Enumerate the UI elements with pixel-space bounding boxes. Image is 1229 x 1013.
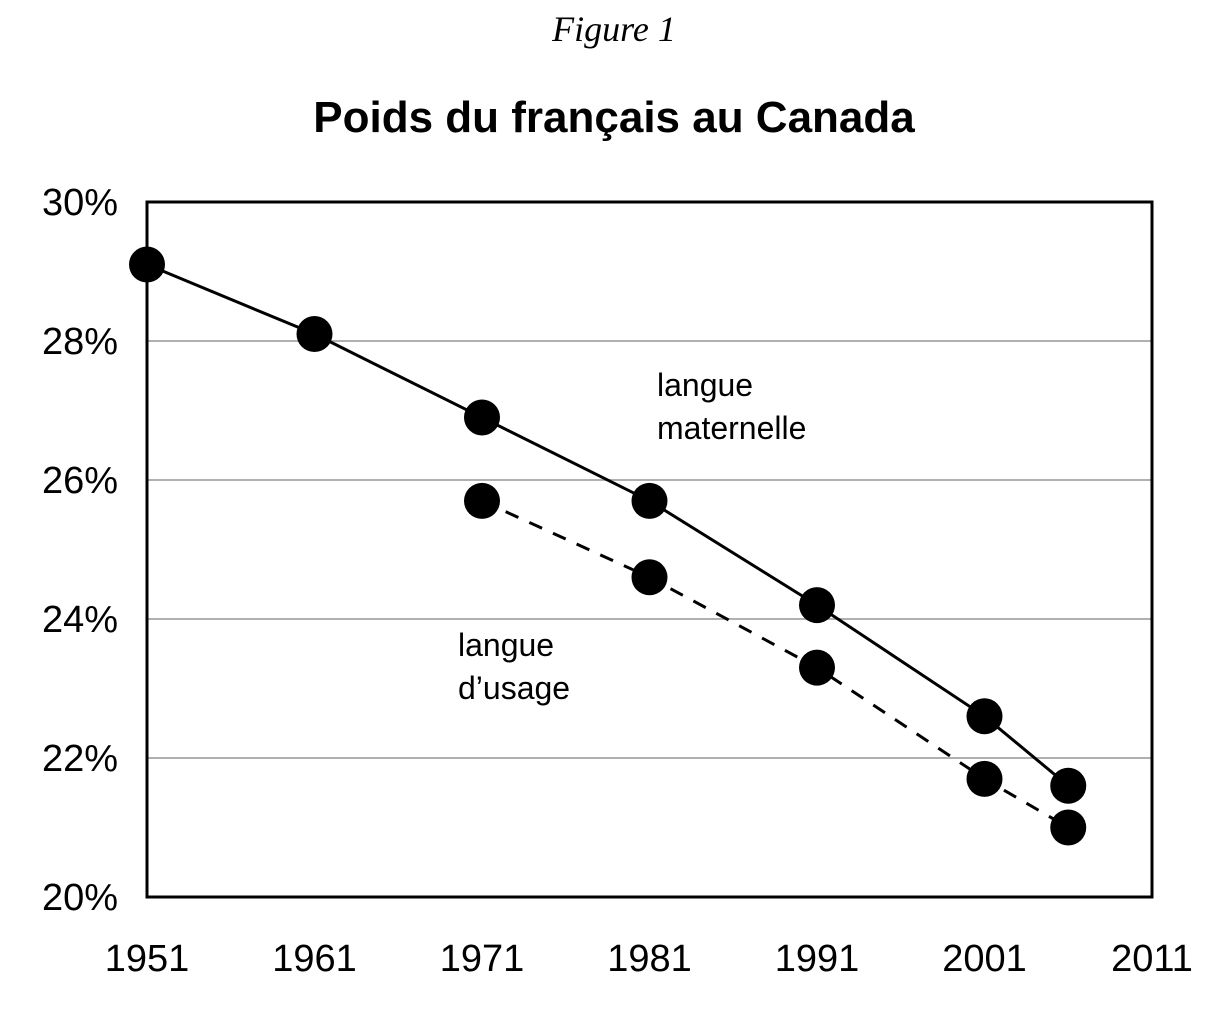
series-line bbox=[146, 263, 1070, 787]
y-tick-label: 26% bbox=[42, 460, 118, 502]
data-point bbox=[966, 760, 1003, 797]
series-label-line: maternelle bbox=[657, 410, 806, 446]
y-tick-label: 28% bbox=[42, 321, 118, 363]
chart-title: Poids du français au Canada bbox=[313, 93, 915, 142]
data-point bbox=[966, 698, 1003, 735]
x-tick-label: 1951 bbox=[105, 938, 190, 980]
x-tick-label: 1981 bbox=[607, 938, 692, 980]
x-tick-label: 1991 bbox=[775, 938, 860, 980]
x-tick-label: 2011 bbox=[1111, 938, 1193, 980]
data-point bbox=[296, 316, 333, 353]
series-label-usage: langue d’usage bbox=[458, 627, 570, 706]
data-point bbox=[464, 482, 500, 519]
data-point bbox=[464, 399, 500, 436]
data-point bbox=[799, 649, 835, 686]
data-point bbox=[1050, 809, 1087, 846]
data-point bbox=[1050, 767, 1087, 804]
x-tick-label: 1971 bbox=[440, 938, 525, 980]
x-axis: 1951 1961 1971 1981 1991 2001 2011 bbox=[105, 938, 1193, 980]
y-axis: 20% 22% 24% 26% 28% 30% bbox=[42, 182, 118, 919]
series-layer bbox=[129, 246, 1087, 846]
series-label-line: langue bbox=[458, 627, 554, 663]
plot-frame bbox=[145, 200, 1154, 899]
y-tick-label: 30% bbox=[42, 182, 118, 224]
figure-label: Figure 1 bbox=[551, 9, 676, 49]
data-point bbox=[129, 246, 165, 283]
data-point bbox=[631, 482, 668, 519]
grid bbox=[147, 340, 1152, 759]
x-tick-label: 1961 bbox=[272, 938, 357, 980]
series-label-line: d’usage bbox=[458, 670, 570, 706]
y-tick-label: 24% bbox=[42, 599, 118, 641]
x-tick-label: 2001 bbox=[942, 938, 1027, 980]
data-point bbox=[631, 559, 668, 596]
series-label-maternelle: langue maternelle bbox=[657, 367, 806, 446]
y-tick-label: 20% bbox=[42, 877, 118, 919]
data-point bbox=[799, 587, 835, 624]
series-label-line: langue bbox=[657, 367, 753, 403]
y-tick-label: 22% bbox=[42, 738, 118, 780]
